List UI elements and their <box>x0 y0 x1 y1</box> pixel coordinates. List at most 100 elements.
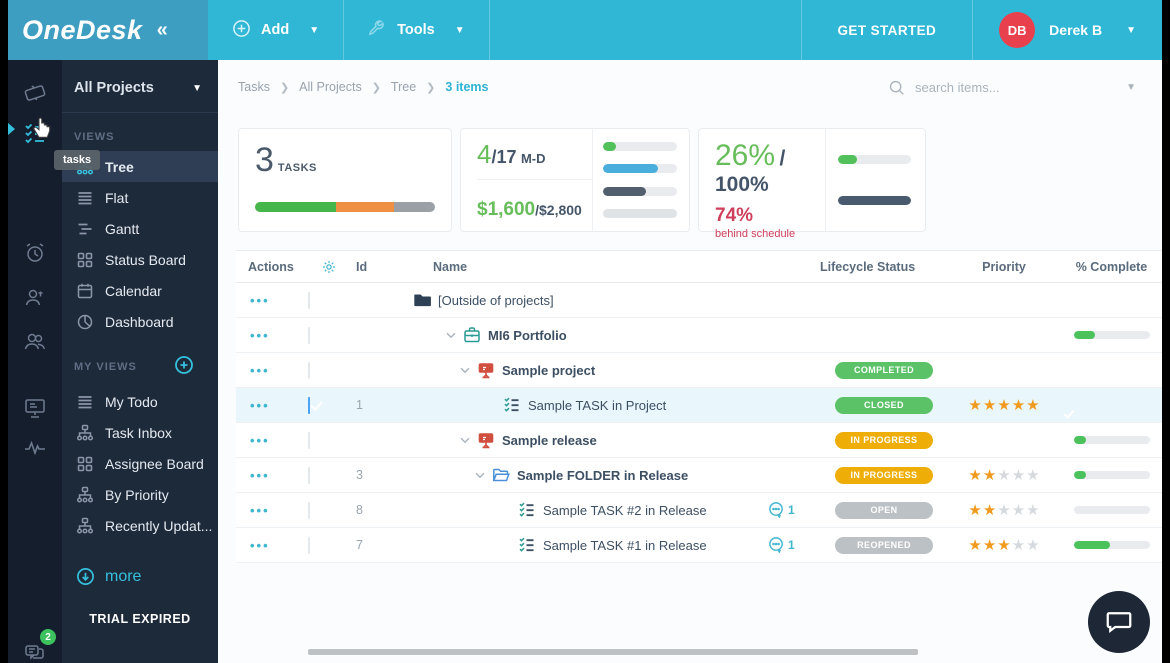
star-icon[interactable]: ★ <box>982 537 997 554</box>
item-name[interactable]: Sample TASK #2 in Release <box>543 502 707 518</box>
priority-stars[interactable]: ★ ★ ★ ★ ★ <box>948 536 1060 554</box>
tasks-icon[interactable] <box>8 115 62 151</box>
star-icon[interactable]: ★ <box>1011 397 1026 414</box>
row-actions-button[interactable]: ••• <box>250 292 270 308</box>
search-input[interactable] <box>915 79 1107 95</box>
status-badge[interactable]: CLOSED <box>835 396 933 414</box>
sidebar-my-view-assignee-board[interactable]: Assignee Board <box>62 448 218 479</box>
star-icon[interactable]: ★ <box>968 537 982 554</box>
conversation-indicator[interactable]: 1 <box>768 536 820 554</box>
conversation-indicator[interactable]: 1 <box>768 501 820 519</box>
get-started-button[interactable]: GET STARTED <box>800 0 973 60</box>
table-row[interactable]: ••• Sample project COMPLETED <box>236 353 1162 388</box>
star-icon[interactable]: ★ <box>968 397 982 414</box>
star-icon[interactable]: ★ <box>982 502 997 519</box>
project-selector[interactable]: All Projects ▼ <box>62 60 218 113</box>
row-checkbox[interactable] <box>308 536 310 554</box>
expand-chevron-icon[interactable] <box>446 332 456 339</box>
breadcrumb-all-projects[interactable]: All Projects <box>299 80 362 94</box>
expand-chevron-icon[interactable] <box>475 472 485 479</box>
user-menu[interactable]: DB Derek B ▼ <box>972 0 1162 60</box>
row-checkbox[interactable] <box>308 361 310 379</box>
item-name[interactable]: Sample TASK #1 in Release <box>543 537 707 553</box>
sidebar-view-gantt[interactable]: Gantt <box>62 213 218 244</box>
row-actions-button[interactable]: ••• <box>250 397 270 413</box>
star-icon[interactable]: ★ <box>997 502 1011 519</box>
user-avatar[interactable]: DB <box>999 12 1036 48</box>
row-checkbox[interactable] <box>308 431 310 449</box>
star-icon[interactable]: ★ <box>997 397 1011 414</box>
chat-widget-button[interactable] <box>1088 591 1150 653</box>
star-icon[interactable]: ★ <box>1026 502 1040 519</box>
table-row[interactable]: ••• 8 Sample TASK #2 in Release 1 OPEN ★ ★ ★ ★ ★ <box>236 493 1162 528</box>
status-badge[interactable]: IN PROGRESS <box>835 431 933 449</box>
priority-stars[interactable]: ★ ★ ★ ★ ★ <box>948 501 1060 519</box>
breadcrumb-tree[interactable]: Tree <box>390 80 417 94</box>
sidebar-view-status-board[interactable]: Status Board <box>62 244 218 275</box>
reports-icon[interactable] <box>8 390 62 426</box>
star-icon[interactable]: ★ <box>1026 537 1040 554</box>
row-actions-button[interactable]: ••• <box>250 362 270 378</box>
users-icon[interactable] <box>8 324 62 360</box>
row-actions-button[interactable]: ••• <box>250 467 270 483</box>
messenger-icon[interactable]: 2 <box>8 629 62 663</box>
row-checkbox[interactable] <box>308 326 310 344</box>
sidebar-my-view-by-priority[interactable]: By Priority <box>62 479 218 510</box>
star-icon[interactable]: ★ <box>1026 467 1040 484</box>
row-actions-button[interactable]: ••• <box>250 537 270 553</box>
star-icon[interactable]: ★ <box>1011 467 1026 484</box>
star-icon[interactable]: ★ <box>997 537 1011 554</box>
item-name[interactable]: MI6 Portfolio <box>488 327 567 343</box>
row-actions-button[interactable]: ••• <box>250 432 270 448</box>
customers-icon[interactable] <box>8 280 62 316</box>
star-icon[interactable]: ★ <box>968 502 982 519</box>
sidebar-my-view-task-inbox[interactable]: Task Inbox <box>62 417 218 448</box>
sidebar-view-flat[interactable]: Flat <box>62 182 218 213</box>
row-actions-button[interactable]: ••• <box>250 502 270 518</box>
row-checkbox[interactable] <box>308 396 310 414</box>
star-icon[interactable]: ★ <box>1011 502 1026 519</box>
item-name[interactable]: [Outside of projects] <box>438 292 554 308</box>
table-row[interactable]: ••• 7 Sample TASK #1 in Release 1 REOPENED ★ ★… <box>236 528 1162 563</box>
table-row[interactable]: ••• [Outside of projects] <box>236 283 1162 318</box>
sidebar-my-view-recently-updat-[interactable]: Recently Updat... <box>62 510 218 541</box>
expand-chevron-icon[interactable] <box>460 367 470 374</box>
breadcrumb-tasks[interactable]: Tasks <box>238 80 270 94</box>
more-views-button[interactable]: more <box>62 541 218 586</box>
priority-stars[interactable]: ★ ★ ★ ★ ★ <box>948 396 1060 414</box>
collapse-sidebar-button[interactable]: « <box>156 18 168 41</box>
sidebar-view-calendar[interactable]: Calendar <box>62 275 218 306</box>
star-icon[interactable]: ★ <box>982 397 997 414</box>
tools-menu-button[interactable]: Tools ▼ <box>344 0 490 60</box>
tickets-icon[interactable] <box>8 75 62 111</box>
row-checkbox[interactable] <box>308 501 310 519</box>
add-menu-button[interactable]: Add ▼ <box>208 0 345 60</box>
status-badge[interactable]: OPEN <box>835 501 933 519</box>
timesheets-icon[interactable] <box>8 235 62 271</box>
sidebar-view-dashboard[interactable]: Dashboard <box>62 306 218 337</box>
sidebar-my-view-my-todo[interactable]: My Todo <box>62 386 218 417</box>
row-actions-button[interactable]: ••• <box>250 327 270 343</box>
item-name[interactable]: Sample TASK in Project <box>528 397 667 413</box>
status-badge[interactable]: REOPENED <box>835 536 933 554</box>
item-name[interactable]: Sample project <box>502 362 596 378</box>
status-badge[interactable]: IN PROGRESS <box>835 466 933 484</box>
status-badge[interactable]: COMPLETED <box>835 361 933 379</box>
table-row[interactable]: ••• Sample release IN PROGRESS <box>236 423 1162 458</box>
table-row[interactable]: ••• 1 Sample TASK in Project CLOSED ★ ★ ★ ★ ★ <box>236 388 1162 423</box>
expand-chevron-icon[interactable] <box>460 437 470 444</box>
star-icon[interactable]: ★ <box>997 467 1011 484</box>
table-row[interactable]: ••• 3 Sample FOLDER in Release IN PROGRESS ★… <box>236 458 1162 493</box>
search-box[interactable]: ▼ <box>888 79 1136 96</box>
row-checkbox[interactable] <box>308 466 310 484</box>
column-settings-gear-icon[interactable] <box>308 259 350 275</box>
item-name[interactable]: Sample release <box>502 432 597 448</box>
star-icon[interactable]: ★ <box>1011 537 1026 554</box>
star-icon[interactable]: ★ <box>982 467 997 484</box>
star-icon[interactable]: ★ <box>968 467 982 484</box>
add-view-button[interactable] <box>174 355 194 378</box>
star-icon[interactable]: ★ <box>1026 397 1040 414</box>
activity-icon[interactable] <box>8 430 62 466</box>
item-name[interactable]: Sample FOLDER in Release <box>517 467 689 483</box>
row-checkbox[interactable] <box>308 291 310 309</box>
